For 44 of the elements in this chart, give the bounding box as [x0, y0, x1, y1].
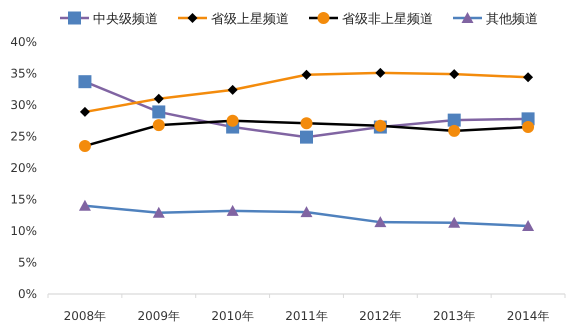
point [226, 204, 239, 216]
point [448, 216, 460, 228]
point [522, 220, 534, 231]
point [152, 119, 165, 132]
legend-label: 省级上星频道 [211, 12, 289, 27]
legend-label: 中央级频道 [93, 12, 158, 27]
point [375, 68, 386, 78]
x-tick-label: 2013年 [432, 309, 476, 323]
point [522, 121, 534, 134]
point [448, 124, 460, 137]
point [78, 140, 91, 152]
point [226, 114, 239, 127]
point [300, 130, 313, 144]
point [300, 117, 312, 130]
legend-label: 省级非上星频道 [342, 12, 433, 27]
point [152, 105, 166, 118]
x-tick-label: 2012年 [359, 309, 402, 323]
x-tick-label: 2010年 [211, 309, 254, 323]
x-tick-label: 2011年 [285, 309, 328, 323]
y-tick-label: 40% [10, 35, 37, 49]
point [228, 84, 238, 95]
point [300, 206, 312, 218]
point [78, 200, 91, 211]
legend-label: 其他频道 [486, 12, 538, 27]
point [449, 69, 460, 80]
point [523, 72, 534, 82]
y-tick-label: 35% [10, 66, 37, 80]
y-tick-label: 5% [18, 256, 37, 270]
y-tick-label: 0% [18, 287, 37, 301]
point [80, 106, 90, 117]
point [302, 70, 312, 80]
point [78, 75, 92, 88]
point [374, 216, 386, 228]
x-tick-label: 2014年 [506, 309, 550, 323]
point [154, 94, 164, 104]
y-tick-label: 10% [10, 224, 37, 238]
y-tick-label: 15% [10, 192, 37, 206]
y-tick-label: 20% [10, 161, 37, 175]
point [448, 114, 461, 127]
x-tick-label: 2008年 [64, 309, 106, 323]
point [152, 206, 165, 218]
y-tick-label: 30% [10, 98, 37, 112]
y-tick-label: 25% [10, 130, 37, 144]
x-tick-label: 2009年 [138, 309, 180, 323]
